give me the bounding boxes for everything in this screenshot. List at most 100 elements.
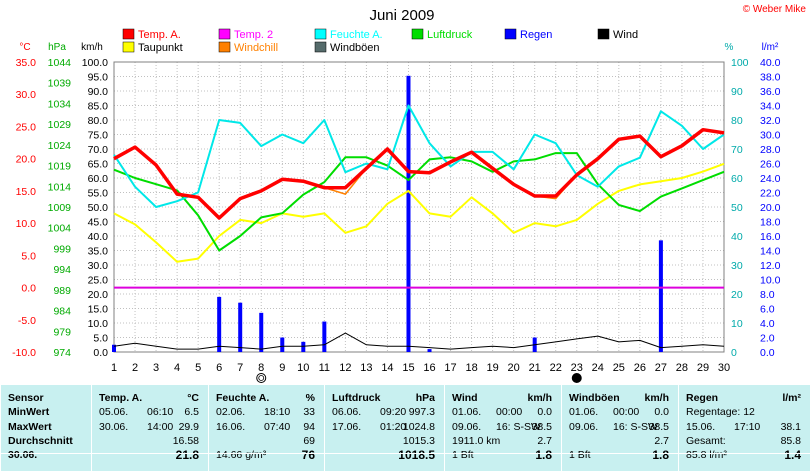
rain-bar <box>658 240 663 352</box>
stats-cell-value: 1.4 <box>784 448 801 463</box>
day-tick-label: 20 <box>508 362 520 374</box>
chart-series <box>112 75 725 353</box>
rain-tick-label: 30.0 <box>760 130 781 142</box>
chart-title: Juni 2009 <box>369 7 434 24</box>
stats-cell-time: 06:10 <box>147 406 174 419</box>
stats-cell-value: 69 <box>303 434 315 447</box>
stats-cell-value: 85.8 <box>780 434 801 447</box>
stats-cell-value: 76 <box>301 448 315 463</box>
pressure-tick-label: 994 <box>53 264 71 276</box>
humidity-tick-label: 30 <box>731 260 743 272</box>
pressure-tick-label: 1019 <box>48 161 72 173</box>
day-tick-label: 30 <box>718 362 730 374</box>
legend-swatch <box>504 28 517 40</box>
rain-tick-label: 14.0 <box>760 246 781 258</box>
wind-tick-label: 95.0 <box>88 72 109 84</box>
rain-tick-label: 2.0 <box>760 333 775 345</box>
temp-tick-label: 35.0 <box>16 57 37 69</box>
day-tick-label: 6 <box>216 362 222 374</box>
stats-cell-date: Regentage: 12 <box>686 406 755 419</box>
day-tick-label: 15 <box>402 362 414 374</box>
wind-tick-label: 10.0 <box>88 318 109 330</box>
stats-cell-date: 01.06. <box>452 406 482 419</box>
stats-cell-time: 17:10 <box>734 420 761 433</box>
axis-unit-humidity: % <box>725 42 734 53</box>
stats-cell-value: 997.3 <box>408 406 435 419</box>
series-line-wind <box>113 332 725 350</box>
rain-bar <box>322 321 327 352</box>
stats-cell-value: 21.8 <box>175 448 199 463</box>
wind-tick-label: 60.0 <box>88 173 109 185</box>
pressure-tick-label: 1029 <box>48 119 72 131</box>
rain-bar <box>280 337 285 352</box>
day-tick-label: 12 <box>339 362 351 374</box>
wind-tick-label: 85.0 <box>88 101 109 113</box>
day-tick-label: 9 <box>279 362 285 374</box>
legend-swatch <box>314 28 327 40</box>
stats-cell-value: 38.5 <box>531 420 552 433</box>
axis-unit-temp: °C <box>19 42 30 53</box>
credit-text: © Weber Mike <box>743 4 807 15</box>
stats-cell-time: 09:20 <box>380 406 407 419</box>
humidity-tick-label: 10 <box>731 318 743 330</box>
legend-swatch <box>411 28 424 40</box>
stats-unit: °C <box>187 392 199 404</box>
pressure-tick-label: 999 <box>53 243 71 255</box>
day-tick-label: 1 <box>111 362 117 374</box>
stats-cell-time: 18:10 <box>264 406 291 419</box>
axis-unit-rain: l/m² <box>762 42 779 53</box>
new-moon-icon <box>571 373 582 383</box>
humidity-tick-label: 20 <box>731 289 743 301</box>
stats-column-humidity: Feuchte A.% 02.06. 18:10 33 16.06. 07:40 94 69 1… <box>208 385 324 471</box>
stats-cell-time: 07:40 <box>264 420 291 433</box>
stats-row-label: MaxWert <box>8 420 52 433</box>
pressure-tick-label: 1024 <box>48 140 72 152</box>
humidity-tick-label: 50 <box>731 202 743 214</box>
plot-frame <box>113 61 725 353</box>
stats-header: Regen <box>686 392 719 404</box>
wind-tick-label: 100.0 <box>82 57 108 69</box>
series-line-feuchte-a- <box>113 104 725 208</box>
wind-tick-label: 15.0 <box>88 304 109 316</box>
day-tick-label: 28 <box>676 362 688 374</box>
humidity-tick-label: 90 <box>731 86 743 98</box>
pressure-tick-label: 1034 <box>48 98 72 110</box>
stats-cell-value: 29.9 <box>178 420 199 433</box>
stats-cell-date: 02.06. <box>216 406 246 419</box>
day-tick-label: 18 <box>465 362 477 374</box>
axis-unit-wind: km/h <box>81 42 103 53</box>
legend-label: Taupunkt <box>138 42 183 54</box>
rain-tick-label: 16.0 <box>760 231 781 243</box>
wind-tick-label: 50.0 <box>88 202 109 214</box>
stats-cell-date: 01.06. <box>569 406 599 419</box>
day-tick-label: 3 <box>153 362 159 374</box>
rain-tick-label: 12.0 <box>760 260 781 272</box>
pressure-tick-label: 979 <box>53 326 71 338</box>
stats-cell-value: 2.7 <box>537 434 552 447</box>
day-tick-label: 22 <box>550 362 562 374</box>
day-tick-label: 13 <box>360 362 372 374</box>
stats-cell-date: 09.06. <box>452 420 482 433</box>
humidity-tick-label: 40 <box>731 231 743 243</box>
rain-tick-label: 10.0 <box>760 275 781 287</box>
day-tick-label: 14 <box>381 362 393 374</box>
stats-cell-value: 0.0 <box>537 406 552 419</box>
rain-tick-label: 28.0 <box>760 144 781 156</box>
rain-tick-label: 0.0 <box>760 347 775 359</box>
full-moon-icon-inner <box>258 375 265 381</box>
rain-tick-label: 18.0 <box>760 217 781 229</box>
stats-cell-value: 1024.8 <box>402 420 435 433</box>
legend-label: Regen <box>520 29 552 41</box>
wind-tick-label: 75.0 <box>88 130 109 142</box>
rain-tick-label: 36.0 <box>760 86 781 98</box>
pressure-tick-label: 1004 <box>48 223 72 235</box>
legend-label: Feuchte A. <box>330 29 383 41</box>
temp-tick-label: 20.0 <box>16 154 37 166</box>
stats-cell-value: 1.8 <box>652 448 669 463</box>
rain-tick-label: 26.0 <box>760 159 781 171</box>
stats-cell-date: 09.06. <box>569 420 599 433</box>
stats-cell-value: 1015.3 <box>402 434 435 447</box>
legend-swatch <box>218 28 231 40</box>
day-tick-label: 19 <box>486 362 498 374</box>
stats-cell-time: 14:00 <box>147 420 174 433</box>
